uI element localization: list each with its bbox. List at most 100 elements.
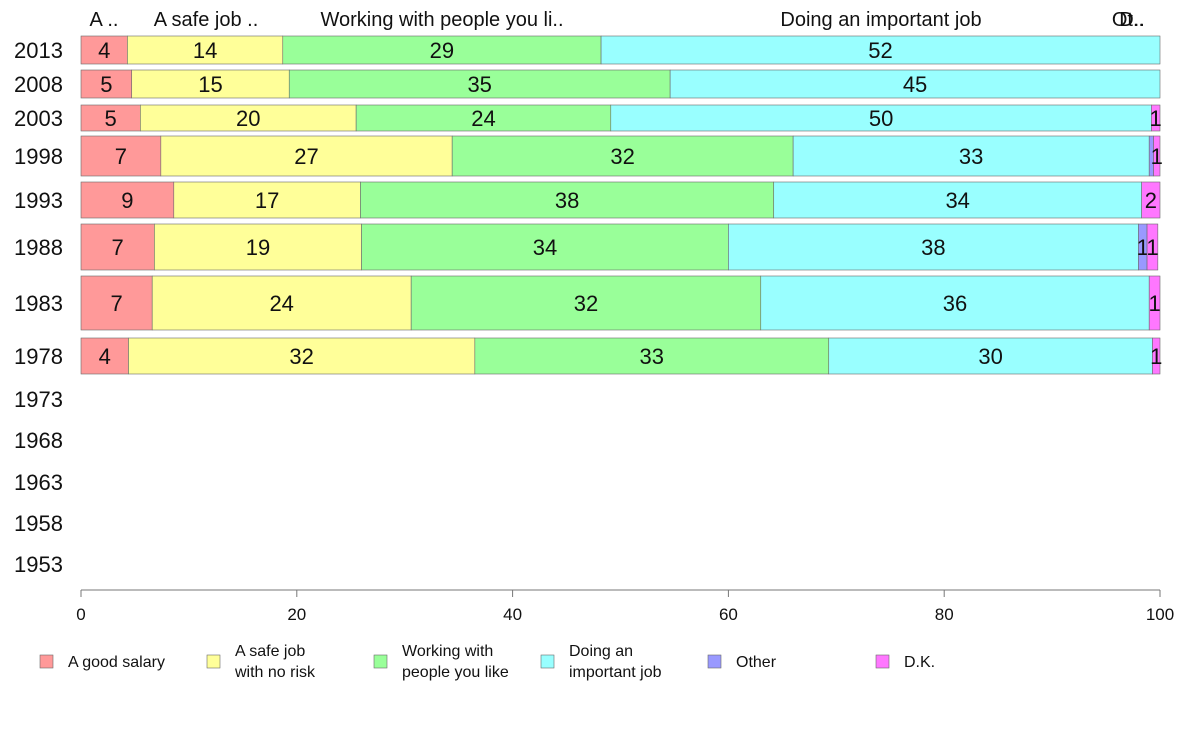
bar-segment-2008-2 [288,69,671,99]
data-label-1983-5: 1 [1148,291,1160,316]
data-label-2008-3: 45 [903,72,927,97]
bar-segment-1983-1 [151,275,412,331]
x-tick-label-0: 0 [76,605,85,624]
bar-segment-1993-0 [80,181,175,219]
year-label-1993: 1993 [14,188,63,213]
bar-segment-1998-0 [80,135,162,177]
bar-segment-2003-1 [140,104,357,132]
data-label-1993-1: 17 [255,188,279,213]
bar-segment-2008-1 [131,69,290,99]
data-label-1983-0: 7 [110,291,122,316]
bar-segment-1998-1 [160,135,453,177]
x-tick-label-4: 80 [935,605,954,624]
bar-segment-2008-0 [80,69,133,99]
legend-swatch-3 [540,654,555,669]
top-label-5: D.. [1119,9,1145,31]
data-label-1988-1: 19 [246,235,270,260]
x-tick-label-1: 20 [287,605,306,624]
data-label-2003-0: 5 [105,106,117,131]
bar-segment-1983-0 [80,275,153,331]
bar-segment-1983-3 [760,275,1150,331]
data-label-1998-5: 1 [1151,144,1163,169]
data-label-2003-2: 24 [471,106,495,131]
bar-segment-1998-3 [792,135,1150,177]
data-label-2008-1: 15 [198,72,222,97]
x-tick-label-2: 40 [503,605,522,624]
legend-swatch-1 [206,654,221,669]
legend-label-2-1: people you like [402,664,509,681]
year-axis-labels: 2013 2008 2003 1998 1993 1988 1983 1978 1973 1968… [14,38,63,577]
data-label-1988-4: 1 [1137,235,1149,260]
top-label-4: Ot.. [1112,9,1144,31]
data-label-1998-2: 32 [610,144,634,169]
bar-segment-2003-3 [610,104,1152,132]
year-label-1978: 1978 [14,344,63,369]
bar-segment-1978-2 [474,337,830,375]
data-label-1978-3: 30 [978,344,1002,369]
data-label-1998-3: 33 [959,144,983,169]
bar-segment-1978-0 [80,337,129,375]
year-label-1958: 1958 [14,511,63,536]
legend-swatch-0 [39,654,54,669]
data-label-1998-1: 27 [294,144,318,169]
data-label-2013-0: 4 [98,38,110,63]
bar-segment-1998-5 [1153,135,1161,177]
year-label-1983: 1983 [14,291,63,316]
bar-segment-2003-2 [355,104,612,132]
data-label-2003-5: 1 [1150,106,1162,131]
data-label-1978-5: 1 [1150,344,1162,369]
data-label-1983-3: 36 [943,291,967,316]
legend-label-1-1: with no risk [234,664,316,681]
legend: A good salary A safe job with no risk Worki… [39,643,935,681]
year-label-1953: 1953 [14,552,63,577]
data-label-1983-2: 32 [574,291,598,316]
bar-segment-1983-5 [1148,275,1161,331]
data-label-2013-1: 14 [193,38,217,63]
data-label-2003-3: 50 [869,106,893,131]
data-label-1993-0: 9 [121,188,133,213]
bar-segment-1993-2 [360,181,775,219]
bar-segment-1988-0 [80,223,155,271]
bar-segment-1998-2 [451,135,794,177]
x-tick-label-3: 60 [719,605,738,624]
data-label-1988-5: 1 [1146,235,1158,260]
bars-group: 4 14 29 525 15 35 455 20 24 50 17 27 32 33 19 17 38 34 27 1… [80,35,1163,375]
legend-label-5: D.K. [904,654,935,671]
bar-segment-1983-2 [410,275,762,331]
bar-segment-2003-0 [80,104,141,132]
x-axis: 0 20 40 60 80 100 [76,589,1174,624]
year-label-1988: 1988 [14,235,63,260]
bar-segment-1993-1 [173,181,361,219]
bar-segment-1988-2 [361,223,729,271]
bar-segment-1993-3 [773,181,1142,219]
year-label-2013: 2013 [14,38,63,63]
data-label-1978-1: 32 [289,344,313,369]
top-label-1: A safe job .. [154,9,259,31]
data-label-1988-3: 38 [921,235,945,260]
bar-segment-1988-1 [154,223,362,271]
legend-label-0: A good salary [68,654,165,671]
bar-segment-1988-3 [728,223,1139,271]
legend-swatch-4 [707,654,722,669]
legend-label-3-0: Doing an [569,643,633,660]
bar-segment-2013-1 [127,35,284,65]
data-label-2013-2: 29 [430,38,454,63]
data-label-1978-0: 4 [99,344,111,369]
data-label-1978-2: 33 [640,344,664,369]
data-label-1993-5: 2 [1145,188,1157,213]
bar-segment-1978-1 [128,337,476,375]
legend-label-1-0: A safe job [235,643,305,660]
legend-label-3-1: important job [569,664,662,681]
top-label-2: Working with people you li.. [320,9,563,31]
legend-swatch-5 [875,654,890,669]
data-label-1993-3: 34 [945,188,969,213]
year-label-1963: 1963 [14,470,63,495]
x-tick-label-5: 100 [1146,605,1174,624]
bar-segment-1993-5 [1141,181,1161,219]
data-label-1988-0: 7 [112,235,124,260]
data-label-1988-2: 34 [533,235,557,260]
year-label-1998: 1998 [14,144,63,169]
legend-label-2-0: Working with [402,643,493,660]
legend-label-4: Other [736,654,777,671]
